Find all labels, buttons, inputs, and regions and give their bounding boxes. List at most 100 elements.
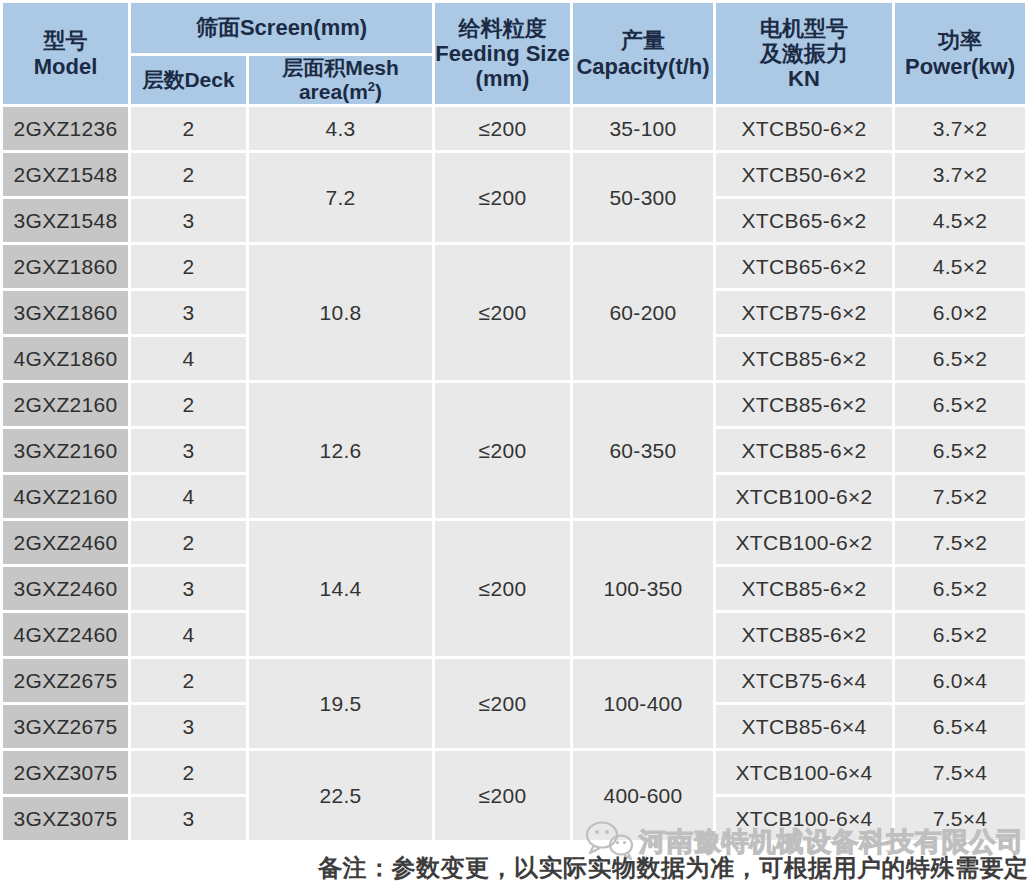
model-cell: 2GXZ1860 <box>3 245 128 288</box>
power-cell: 6.5×4 <box>895 705 1025 748</box>
power-cell: 6.0×4 <box>895 659 1025 702</box>
capacity-cell: 50-300 <box>573 153 713 242</box>
motor-cell: XTCB85-6×2 <box>716 429 892 472</box>
deck-cell: 2 <box>131 107 246 150</box>
table-row: 2GXZ1236 2 4.3 ≤200 35-100 XTCB50-6×2 3.… <box>3 107 1025 150</box>
model-cell: 2GXZ2675 <box>3 659 128 702</box>
deck-cell: 2 <box>131 153 246 196</box>
motor-cell: XTCB85-6×4 <box>716 705 892 748</box>
motor-cell: XTCB65-6×2 <box>716 245 892 288</box>
spec-table: 型号 Model 筛面Screen(mm) 给料粒度 Feeding Size … <box>0 0 1028 843</box>
table-header: 型号 Model 筛面Screen(mm) 给料粒度 Feeding Size … <box>3 3 1025 104</box>
header-model: 型号 Model <box>3 3 128 104</box>
deck-cell: 2 <box>131 659 246 702</box>
motor-cell: XTCB50-6×2 <box>716 107 892 150</box>
power-cell: 6.5×2 <box>895 337 1025 380</box>
header-feeding-size: 给料粒度 Feeding Size (mm) <box>435 3 570 104</box>
deck-cell: 3 <box>131 291 246 334</box>
table-row: 2GXZ2460 2 14.4 ≤200 100-350 XTCB100-6×2… <box>3 521 1025 564</box>
power-cell: 3.7×2 <box>895 153 1025 196</box>
model-cell: 4GXZ1860 <box>3 337 128 380</box>
model-cell: 4GXZ2160 <box>3 475 128 518</box>
power-cell: 6.5×2 <box>895 567 1025 610</box>
motor-cell: XTCB75-6×4 <box>716 659 892 702</box>
header-model-en: Model <box>3 54 128 79</box>
capacity-cell: 60-350 <box>573 383 713 518</box>
header-motor: 电机型号 及激振力 KN <box>716 3 892 104</box>
remark-note: 备注：参数变更，以实际实物数据为准，可根据用户的特殊需要定制。 <box>318 852 1028 884</box>
mesh-area-cell: 19.5 <box>249 659 432 748</box>
mesh-area-cell: 7.2 <box>249 153 432 242</box>
deck-cell: 3 <box>131 429 246 472</box>
deck-cell: 3 <box>131 567 246 610</box>
motor-cell: XTCB85-6×2 <box>716 567 892 610</box>
deck-cell: 2 <box>131 383 246 426</box>
power-cell: 7.5×2 <box>895 521 1025 564</box>
mesh-area-cell: 10.8 <box>249 245 432 380</box>
feeding-size-cell: ≤200 <box>435 521 570 656</box>
deck-cell: 2 <box>131 521 246 564</box>
model-cell: 2GXZ1548 <box>3 153 128 196</box>
capacity-cell: 60-200 <box>573 245 713 380</box>
power-cell: 7.5×2 <box>895 475 1025 518</box>
capacity-cell: 35-100 <box>573 107 713 150</box>
deck-cell: 3 <box>131 705 246 748</box>
power-cell: 6.0×2 <box>895 291 1025 334</box>
power-cell: 7.5×4 <box>895 751 1025 794</box>
header-power: 功率 Power(kw) <box>895 3 1025 104</box>
model-cell: 3GXZ2675 <box>3 705 128 748</box>
motor-cell: XTCB100-6×4 <box>716 751 892 794</box>
model-cell: 2GXZ2160 <box>3 383 128 426</box>
mesh-area-cell: 4.3 <box>249 107 432 150</box>
feeding-size-cell: ≤200 <box>435 153 570 242</box>
header-model-zh: 型号 <box>3 28 128 53</box>
model-cell: 3GXZ3075 <box>3 797 128 840</box>
capacity-cell: 100-350 <box>573 521 713 656</box>
motor-cell: XTCB100-6×2 <box>716 521 892 564</box>
table-row: 2GXZ1548 2 7.2 ≤200 50-300 XTCB50-6×2 3.… <box>3 153 1025 196</box>
motor-cell: XTCB85-6×2 <box>716 337 892 380</box>
deck-cell: 4 <box>131 475 246 518</box>
header-deck: 层数Deck <box>131 56 246 104</box>
power-cell: 4.5×2 <box>895 245 1025 288</box>
header-screen: 筛面Screen(mm) <box>131 3 432 53</box>
power-cell: 3.7×2 <box>895 107 1025 150</box>
model-cell: 3GXZ2460 <box>3 567 128 610</box>
mesh-area-cell: 14.4 <box>249 521 432 656</box>
motor-cell: XTCB85-6×2 <box>716 383 892 426</box>
motor-cell: XTCB100-6×4 <box>716 797 892 840</box>
motor-cell: XTCB85-6×2 <box>716 613 892 656</box>
mesh-area-cell: 12.6 <box>249 383 432 518</box>
deck-cell: 2 <box>131 751 246 794</box>
model-cell: 3GXZ1548 <box>3 199 128 242</box>
motor-cell: XTCB50-6×2 <box>716 153 892 196</box>
feeding-size-cell: ≤200 <box>435 659 570 748</box>
model-cell: 3GXZ1860 <box>3 291 128 334</box>
motor-cell: XTCB75-6×2 <box>716 291 892 334</box>
power-cell: 7.5×4 <box>895 797 1025 840</box>
table-row: 2GXZ3075 2 22.5 ≤200 400-600 XTCB100-6×4… <box>3 751 1025 794</box>
motor-cell: XTCB65-6×2 <box>716 199 892 242</box>
deck-cell: 4 <box>131 337 246 380</box>
model-cell: 4GXZ2460 <box>3 613 128 656</box>
model-cell: 3GXZ2160 <box>3 429 128 472</box>
deck-cell: 3 <box>131 797 246 840</box>
model-cell: 2GXZ2460 <box>3 521 128 564</box>
model-cell: 2GXZ3075 <box>3 751 128 794</box>
power-cell: 6.5×2 <box>895 383 1025 426</box>
header-mesh-area: 层面积Mesh area(m2) <box>249 56 432 104</box>
capacity-cell: 400-600 <box>573 751 713 840</box>
capacity-cell: 100-400 <box>573 659 713 748</box>
mesh-area-cell: 22.5 <box>249 751 432 840</box>
power-cell: 6.5×2 <box>895 429 1025 472</box>
deck-cell: 2 <box>131 245 246 288</box>
power-cell: 4.5×2 <box>895 199 1025 242</box>
deck-cell: 4 <box>131 613 246 656</box>
model-cell: 2GXZ1236 <box>3 107 128 150</box>
header-capacity: 产量 Capacity(t/h) <box>573 3 713 104</box>
deck-cell: 3 <box>131 199 246 242</box>
table-row: 2GXZ2160 2 12.6 ≤200 60-350 XTCB85-6×2 6… <box>3 383 1025 426</box>
table-row: 2GXZ1860 2 10.8 ≤200 60-200 XTCB65-6×2 4… <box>3 245 1025 288</box>
feeding-size-cell: ≤200 <box>435 751 570 840</box>
feeding-size-cell: ≤200 <box>435 383 570 518</box>
